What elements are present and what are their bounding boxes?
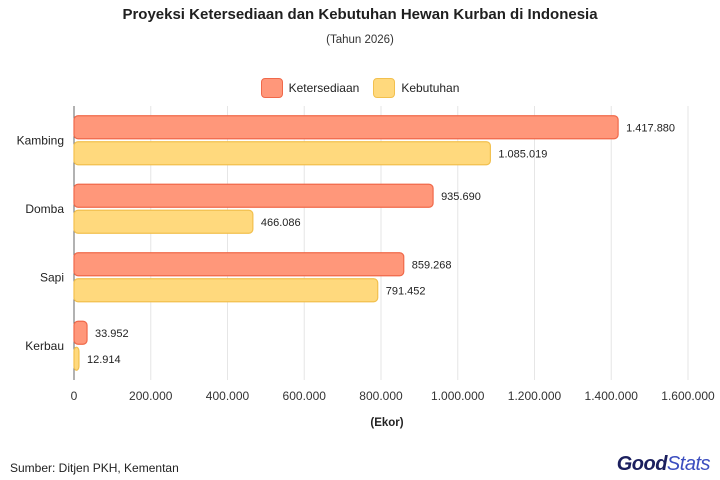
data-label-kebutuhan-kambing: 1.085.019	[498, 148, 547, 160]
legend-label-ketersediaan: Ketersediaan	[288, 81, 360, 95]
legend: Ketersediaan Kebutuhan	[0, 78, 720, 98]
legend-label-kebutuhan: Kebutuhan	[401, 81, 460, 95]
legend-swatch-ketersediaan	[260, 78, 283, 98]
category-label-sapi: Sapi	[40, 270, 64, 284]
bar-kebutuhan-sapi	[73, 278, 379, 303]
bar-ketersediaan-kerbau	[73, 320, 88, 345]
bar-chart: 0 200.000 400.000 600.000 800.000 1.000.000 1.…	[17, 106, 715, 429]
x-tick-label: 400.000	[206, 389, 250, 403]
x-tick-label: 800.000	[359, 389, 403, 403]
x-tick-label: 600.000	[283, 389, 327, 403]
category-label-kambing: Kambing	[17, 133, 64, 147]
data-label-ketersediaan-domba: 935.690	[441, 191, 481, 203]
x-tick-label: 0	[71, 389, 78, 403]
x-tick-label: 1.200.000	[508, 389, 562, 403]
data-label-ketersediaan-kambing: 1.417.880	[626, 122, 675, 134]
category-label-domba: Domba	[25, 202, 64, 216]
data-label-kebutuhan-kerbau: 12.914	[87, 354, 121, 366]
data-label-kebutuhan-domba: 466.086	[261, 217, 301, 229]
legend-item-kebutuhan[interactable]: Kebutuhan	[373, 78, 459, 98]
data-label-ketersediaan-kerbau: 33.952	[95, 328, 129, 340]
bar-ketersediaan-domba	[73, 183, 434, 208]
legend-swatch-kebutuhan	[373, 78, 396, 98]
bar-ketersediaan-sapi	[73, 252, 405, 277]
legend-item-ketersediaan[interactable]: Ketersediaan	[260, 78, 360, 98]
x-tick-label: 1.600.000	[661, 389, 715, 403]
data-label-kebutuhan-sapi: 791.452	[386, 285, 426, 297]
chart-title: Proyeksi Ketersediaan dan Kebutuhan Hewa…	[122, 6, 598, 23]
data-label-ketersediaan-sapi: 859.268	[412, 259, 452, 271]
x-tick-label: 200.000	[129, 389, 173, 403]
chart-subtitle: (Tahun 2026)	[326, 34, 394, 46]
source-note: Sumber: Ditjen PKH, Kementan	[10, 461, 179, 475]
bar-kebutuhan-domba	[73, 209, 254, 234]
bar-ketersediaan-kambing	[73, 115, 619, 140]
x-tick-label: 1.000.000	[431, 389, 485, 403]
category-label-kerbau: Kerbau	[25, 339, 64, 353]
bar-kebutuhan-kambing	[73, 141, 491, 166]
brand-logo: GoodStats	[616, 453, 711, 475]
x-tick-label: 1.400.000	[585, 389, 639, 403]
x-axis-label: (Ekor)	[370, 417, 403, 429]
bar-kebutuhan-kerbau	[73, 346, 80, 371]
